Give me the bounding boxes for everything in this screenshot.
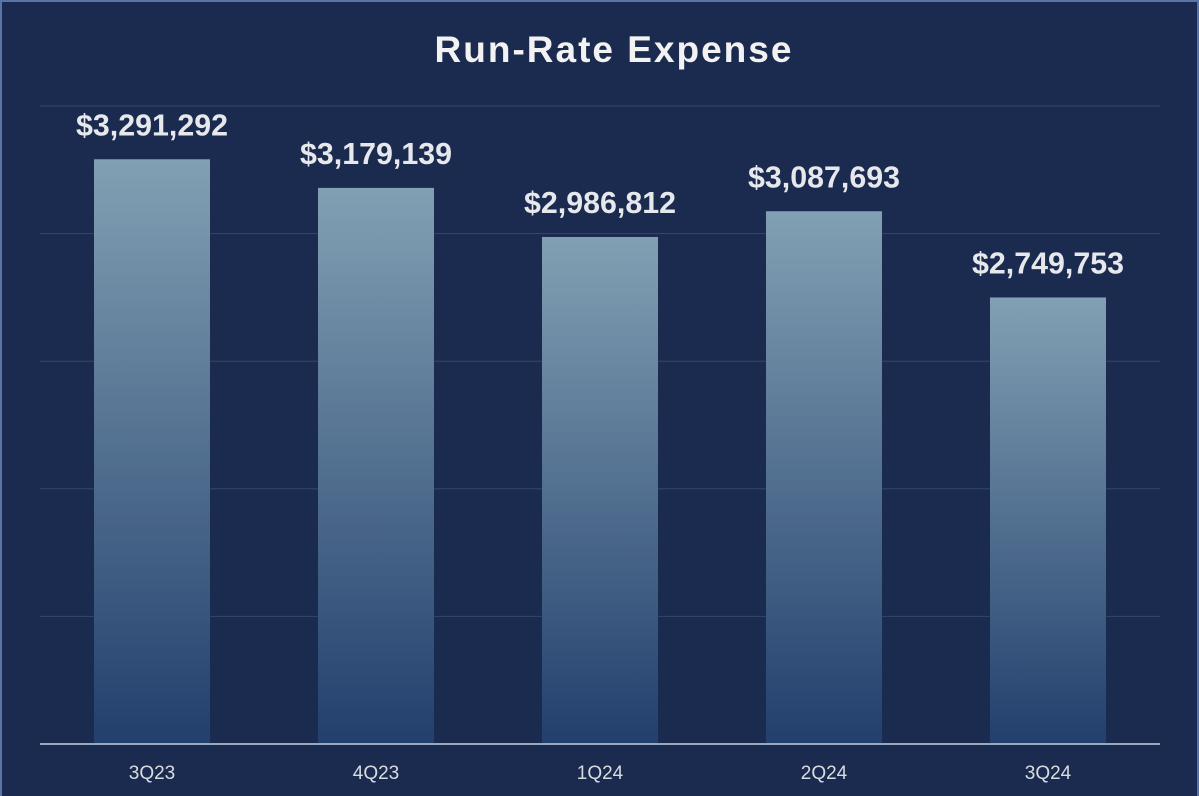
bar (990, 297, 1106, 744)
bar (318, 187, 434, 744)
value-label: $3,179,139 (300, 136, 452, 171)
bar (94, 159, 210, 745)
x-tick-label: 1Q24 (577, 763, 624, 784)
x-tick-label: 4Q23 (353, 763, 399, 784)
x-tick-label: 3Q23 (129, 763, 175, 784)
value-label: $3,087,693 (748, 159, 900, 194)
x-tick-label: 3Q24 (1025, 763, 1072, 784)
chart-title: Run-Rate Expense (435, 29, 794, 70)
value-label: $2,749,753 (972, 246, 1124, 281)
value-label: $2,986,812 (524, 185, 676, 220)
x-tick-label: 2Q24 (801, 763, 848, 784)
bar (766, 211, 882, 744)
bar (542, 236, 658, 744)
value-label: $3,291,292 (76, 107, 228, 142)
